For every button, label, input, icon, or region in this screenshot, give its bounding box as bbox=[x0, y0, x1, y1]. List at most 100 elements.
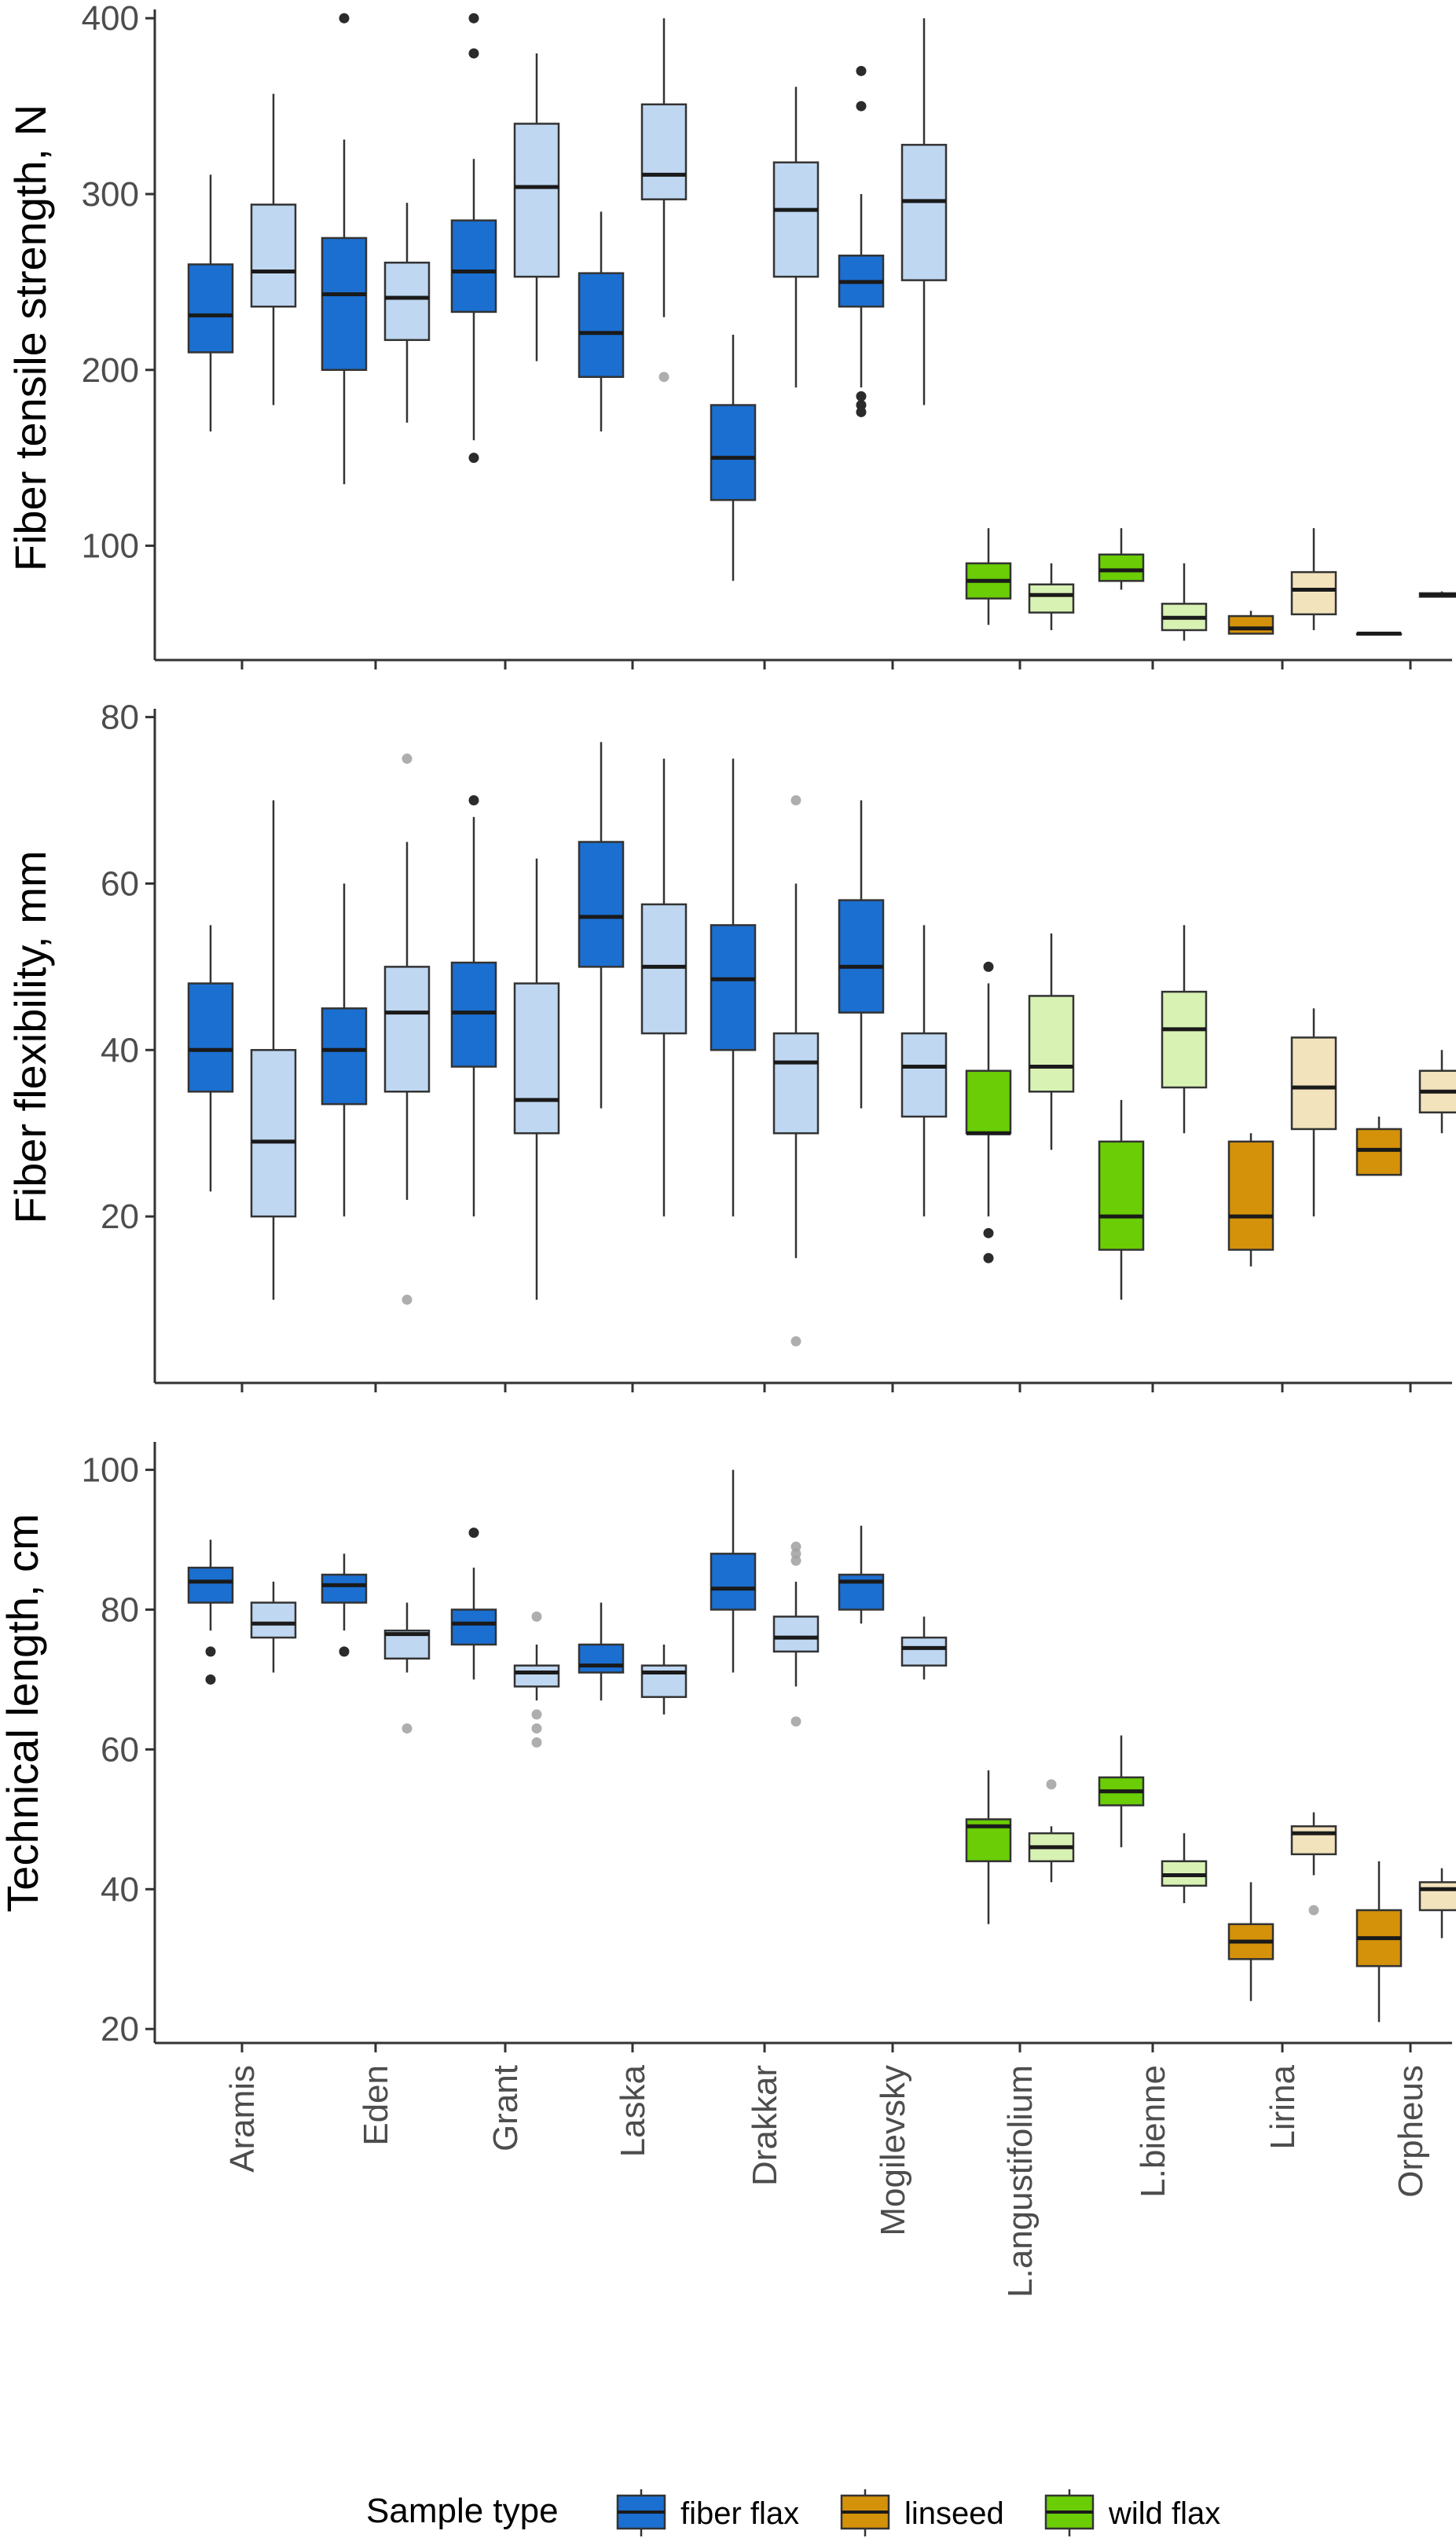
outlier-point bbox=[856, 400, 867, 411]
panel-1-box-drakkar-dark bbox=[710, 335, 757, 581]
panel-2-box-drakkar-light bbox=[772, 795, 820, 1347]
panel-3-box-l-bienne-light bbox=[1161, 1833, 1208, 1904]
panel-2-box-eden-light bbox=[383, 754, 431, 1305]
iqr-box bbox=[772, 161, 820, 278]
iqr-box bbox=[900, 144, 948, 281]
panel-3-y-tick-label: 40 bbox=[101, 1870, 139, 1909]
panel-2-box-aramis-dark bbox=[187, 925, 234, 1192]
outlier-point bbox=[790, 1541, 801, 1552]
panel-2-y-tick-label: 60 bbox=[101, 864, 139, 903]
iqr-box bbox=[1290, 1036, 1337, 1131]
panel-3-box-laska-dark bbox=[578, 1602, 625, 1701]
iqr-box bbox=[900, 1032, 948, 1118]
panel-3-box-orpheus-dark bbox=[1355, 1861, 1403, 2023]
outlier-point bbox=[531, 1737, 542, 1748]
panel-3-box-orpheus-light bbox=[1418, 1868, 1456, 1938]
legend-title: Sample type bbox=[366, 2492, 559, 2530]
iqr-box bbox=[321, 237, 368, 372]
iqr-box bbox=[321, 1007, 368, 1106]
panel-2-box-l-angustifolium-dark bbox=[965, 961, 1012, 1263]
x-tick-label-aramis: Aramis bbox=[223, 2065, 262, 2173]
panel-fiber-flexibility: Fiber flexibility, mm bbox=[6, 850, 55, 1223]
panel-2-box-aramis-light bbox=[250, 800, 297, 1300]
panel-1-box-aramis-dark bbox=[187, 174, 234, 432]
panel-1-y-tick-label: 300 bbox=[82, 175, 139, 214]
panel-1-box-mogilevsky-light bbox=[900, 18, 948, 405]
outlier-point bbox=[856, 391, 867, 402]
panel-tensile-strength: Fiber tensile strength, N bbox=[6, 105, 55, 571]
x-tick-label-grant: Grant bbox=[486, 2065, 525, 2151]
panel-2-box-laska-dark bbox=[578, 742, 625, 1109]
panel-3-box-l-angustifolium-light bbox=[1028, 1779, 1075, 1883]
panel-3-box-eden-light bbox=[383, 1602, 431, 1734]
outlier-point bbox=[790, 1555, 801, 1566]
panel-1-box-l-angustifolium-light bbox=[1028, 563, 1075, 630]
panel-3-box-lirina-dark bbox=[1227, 1882, 1274, 2001]
outlier-point bbox=[856, 406, 867, 417]
panel-2-box-grant-dark bbox=[450, 795, 497, 1217]
panel-3-box-grant-dark bbox=[450, 1528, 497, 1680]
outlier-point bbox=[468, 795, 479, 806]
outlier-point bbox=[339, 1646, 350, 1657]
panel-2-box-l-bienne-dark bbox=[1098, 1099, 1145, 1300]
panel-2-box-mogilevsky-light bbox=[900, 925, 948, 1217]
iqr-box bbox=[250, 204, 297, 308]
iqr-box bbox=[640, 103, 688, 200]
iqr-box bbox=[250, 1601, 297, 1639]
outlier-point bbox=[856, 65, 867, 76]
panel-1-box-grant-dark bbox=[450, 13, 497, 464]
iqr-box bbox=[578, 1643, 625, 1674]
panel-3-box-grant-light bbox=[513, 1611, 560, 1748]
panel-2-y-tick-label: 40 bbox=[101, 1031, 139, 1069]
chart-marks: 100 200 300 400 20 40 60 80 20 40 60 80 100 bbox=[82, 0, 1456, 2052]
panel-1-box-laska-light bbox=[640, 18, 688, 383]
panel-1-box-l-bienne-dark bbox=[1098, 528, 1145, 590]
x-tick-label-l-angustifolium: L.angustifolium bbox=[1001, 2065, 1040, 2298]
panel-1-box-l-bienne-light bbox=[1161, 563, 1208, 641]
x-tick-label-drakkar: Drakkar bbox=[746, 2065, 784, 2186]
legend-entry-wild-flax: wild flax bbox=[1044, 2489, 1220, 2536]
panel-1-box-l-angustifolium-dark bbox=[965, 528, 1012, 625]
panel-3-box-l-angustifolium-dark bbox=[965, 1770, 1012, 1924]
panel-2-box-drakkar-dark bbox=[710, 758, 757, 1217]
panel-2-box-grant-light bbox=[513, 858, 560, 1300]
x-tick-label-mogilevsky: Mogilevsky bbox=[874, 2065, 912, 2236]
panel-2-ylabel: Fiber flexibility, mm bbox=[6, 850, 55, 1223]
panel-1-box-lirina-dark bbox=[1227, 611, 1274, 635]
outlier-point bbox=[531, 1611, 542, 1622]
outlier-point bbox=[658, 372, 669, 383]
x-tick-label-eden: Eden bbox=[357, 2065, 395, 2146]
iqr-box bbox=[710, 924, 757, 1051]
iqr-box bbox=[1290, 1825, 1337, 1856]
panel-2-box-orpheus-dark bbox=[1355, 1117, 1403, 1176]
iqr-box bbox=[450, 219, 497, 314]
outlier-point bbox=[531, 1723, 542, 1734]
iqr-box bbox=[321, 1573, 368, 1604]
legend-label-linseed: linseed bbox=[904, 2496, 1004, 2531]
panel-3-box-aramis-light bbox=[250, 1581, 297, 1673]
panel-2-y-tick-label: 20 bbox=[101, 1197, 139, 1236]
panel-3-y-tick-label: 80 bbox=[101, 1590, 139, 1629]
panel-1-box-grant-light bbox=[513, 53, 560, 361]
legend-label-wild-flax: wild flax bbox=[1108, 2496, 1220, 2531]
iqr-box bbox=[900, 1636, 948, 1667]
panel-3-box-l-bienne-dark bbox=[1098, 1735, 1145, 1847]
outlier-point bbox=[983, 961, 994, 972]
panel-3-box-mogilevsky-dark bbox=[838, 1525, 885, 1624]
iqr-box bbox=[187, 982, 234, 1093]
legend: Sample type fiber flax linseed wild flax bbox=[366, 2489, 1220, 2536]
panel-1-box-orpheus-dark bbox=[1355, 631, 1403, 636]
panel-3-ylabel: Technical length, cm bbox=[0, 1513, 47, 1912]
outlier-point bbox=[1046, 1779, 1057, 1790]
panel-2-box-mogilevsky-dark bbox=[838, 800, 885, 1109]
panel-2-box-lirina-light bbox=[1290, 1008, 1337, 1217]
x-tick-label-lirina: Lirina bbox=[1263, 2064, 1302, 2149]
iqr-box bbox=[772, 1616, 820, 1653]
x-tick-label-orpheus: Orpheus bbox=[1392, 2065, 1430, 2198]
iqr-box bbox=[1290, 570, 1337, 616]
iqr-box bbox=[710, 1553, 757, 1611]
outlier-point bbox=[983, 1227, 994, 1238]
panel-1-box-eden-dark bbox=[321, 13, 368, 485]
outlier-point bbox=[790, 1336, 801, 1347]
